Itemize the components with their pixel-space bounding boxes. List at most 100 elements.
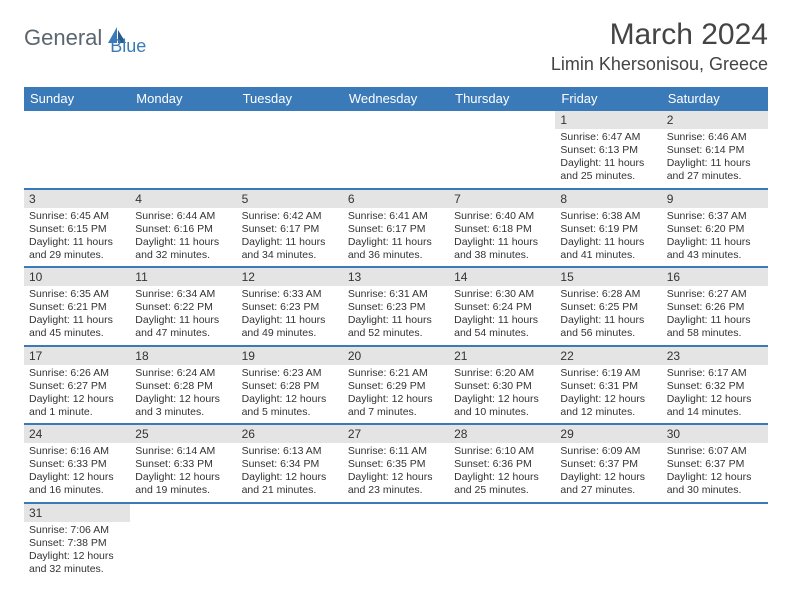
sunrise-text: Sunrise: 6:42 AM bbox=[242, 210, 338, 223]
calendar-cell bbox=[343, 111, 449, 189]
day-header: Tuesday bbox=[237, 87, 343, 111]
sunset-text: Sunset: 6:37 PM bbox=[667, 458, 763, 471]
sunset-text: Sunset: 6:27 PM bbox=[29, 380, 125, 393]
day-number: 14 bbox=[449, 268, 555, 286]
sunset-text: Sunset: 6:32 PM bbox=[667, 380, 763, 393]
calendar-cell bbox=[237, 503, 343, 581]
day-number: 16 bbox=[662, 268, 768, 286]
sunset-text: Sunset: 6:37 PM bbox=[560, 458, 656, 471]
calendar-row: 1Sunrise: 6:47 AMSunset: 6:13 PMDaylight… bbox=[24, 111, 768, 189]
calendar-table: Sunday Monday Tuesday Wednesday Thursday… bbox=[24, 87, 768, 580]
sunset-text: Sunset: 6:31 PM bbox=[560, 380, 656, 393]
daylight-text: Daylight: 12 hours and 12 minutes. bbox=[560, 393, 656, 419]
day-details: Sunrise: 6:34 AMSunset: 6:22 PMDaylight:… bbox=[130, 286, 236, 345]
day-details: Sunrise: 7:06 AMSunset: 7:38 PMDaylight:… bbox=[24, 522, 130, 581]
calendar-cell: 20Sunrise: 6:21 AMSunset: 6:29 PMDayligh… bbox=[343, 346, 449, 425]
sunrise-text: Sunrise: 6:27 AM bbox=[667, 288, 763, 301]
sunrise-text: Sunrise: 6:44 AM bbox=[135, 210, 231, 223]
calendar-cell: 1Sunrise: 6:47 AMSunset: 6:13 PMDaylight… bbox=[555, 111, 661, 189]
day-details: Sunrise: 6:13 AMSunset: 6:34 PMDaylight:… bbox=[237, 443, 343, 502]
sunset-text: Sunset: 6:22 PM bbox=[135, 301, 231, 314]
calendar-cell: 27Sunrise: 6:11 AMSunset: 6:35 PMDayligh… bbox=[343, 424, 449, 503]
sunset-text: Sunset: 6:23 PM bbox=[348, 301, 444, 314]
sunrise-text: Sunrise: 6:19 AM bbox=[560, 367, 656, 380]
daylight-text: Daylight: 12 hours and 7 minutes. bbox=[348, 393, 444, 419]
day-details: Sunrise: 6:24 AMSunset: 6:28 PMDaylight:… bbox=[130, 365, 236, 424]
daylight-text: Daylight: 11 hours and 32 minutes. bbox=[135, 236, 231, 262]
sunrise-text: Sunrise: 6:07 AM bbox=[667, 445, 763, 458]
daylight-text: Daylight: 12 hours and 5 minutes. bbox=[242, 393, 338, 419]
calendar-cell: 22Sunrise: 6:19 AMSunset: 6:31 PMDayligh… bbox=[555, 346, 661, 425]
sunset-text: Sunset: 6:35 PM bbox=[348, 458, 444, 471]
sunset-text: Sunset: 6:21 PM bbox=[29, 301, 125, 314]
sunrise-text: Sunrise: 6:46 AM bbox=[667, 131, 763, 144]
day-details: Sunrise: 6:23 AMSunset: 6:28 PMDaylight:… bbox=[237, 365, 343, 424]
daylight-text: Daylight: 12 hours and 1 minute. bbox=[29, 393, 125, 419]
day-header: Wednesday bbox=[343, 87, 449, 111]
daylight-text: Daylight: 12 hours and 23 minutes. bbox=[348, 471, 444, 497]
daylight-text: Daylight: 12 hours and 21 minutes. bbox=[242, 471, 338, 497]
logo-text-general: General bbox=[24, 25, 102, 51]
sunrise-text: Sunrise: 6:30 AM bbox=[454, 288, 550, 301]
day-details: Sunrise: 6:17 AMSunset: 6:32 PMDaylight:… bbox=[662, 365, 768, 424]
day-number: 19 bbox=[237, 347, 343, 365]
day-details: Sunrise: 6:11 AMSunset: 6:35 PMDaylight:… bbox=[343, 443, 449, 502]
day-number: 18 bbox=[130, 347, 236, 365]
calendar-cell: 26Sunrise: 6:13 AMSunset: 6:34 PMDayligh… bbox=[237, 424, 343, 503]
calendar-cell: 28Sunrise: 6:10 AMSunset: 6:36 PMDayligh… bbox=[449, 424, 555, 503]
daylight-text: Daylight: 11 hours and 34 minutes. bbox=[242, 236, 338, 262]
calendar-cell: 6Sunrise: 6:41 AMSunset: 6:17 PMDaylight… bbox=[343, 189, 449, 268]
daylight-text: Daylight: 11 hours and 27 minutes. bbox=[667, 157, 763, 183]
daylight-text: Daylight: 11 hours and 29 minutes. bbox=[29, 236, 125, 262]
day-details: Sunrise: 6:35 AMSunset: 6:21 PMDaylight:… bbox=[24, 286, 130, 345]
day-details: Sunrise: 6:07 AMSunset: 6:37 PMDaylight:… bbox=[662, 443, 768, 502]
day-number: 5 bbox=[237, 190, 343, 208]
sunset-text: Sunset: 6:34 PM bbox=[242, 458, 338, 471]
sunset-text: Sunset: 6:33 PM bbox=[135, 458, 231, 471]
calendar-cell: 21Sunrise: 6:20 AMSunset: 6:30 PMDayligh… bbox=[449, 346, 555, 425]
day-details: Sunrise: 6:16 AMSunset: 6:33 PMDaylight:… bbox=[24, 443, 130, 502]
sunset-text: Sunset: 6:29 PM bbox=[348, 380, 444, 393]
sunset-text: Sunset: 6:24 PM bbox=[454, 301, 550, 314]
day-number: 8 bbox=[555, 190, 661, 208]
calendar-cell bbox=[449, 111, 555, 189]
daylight-text: Daylight: 12 hours and 16 minutes. bbox=[29, 471, 125, 497]
day-number: 15 bbox=[555, 268, 661, 286]
day-number: 2 bbox=[662, 111, 768, 129]
day-details: Sunrise: 6:31 AMSunset: 6:23 PMDaylight:… bbox=[343, 286, 449, 345]
day-number: 11 bbox=[130, 268, 236, 286]
calendar-cell: 15 Sunrise: 6:28 AMSunset: 6:25 PMDayligh… bbox=[555, 267, 661, 346]
calendar-cell: 12Sunrise: 6:33 AMSunset: 6:23 PMDayligh… bbox=[237, 267, 343, 346]
daylight-text: Daylight: 11 hours and 56 minutes. bbox=[560, 314, 656, 340]
sunset-text: Sunset: 6:20 PM bbox=[667, 223, 763, 236]
day-details: Sunrise: 6:09 AMSunset: 6:37 PMDaylight:… bbox=[555, 443, 661, 502]
sunrise-text: Sunrise: 6:40 AM bbox=[454, 210, 550, 223]
daylight-text: Daylight: 11 hours and 58 minutes. bbox=[667, 314, 763, 340]
sunrise-text: Sunrise: 6:28 AM bbox=[560, 288, 656, 301]
sunset-text: Sunset: 6:18 PM bbox=[454, 223, 550, 236]
header: General Blue March 2024 Limin Khersoniso… bbox=[24, 18, 768, 75]
daylight-text: Daylight: 12 hours and 25 minutes. bbox=[454, 471, 550, 497]
day-number: 24 bbox=[24, 425, 130, 443]
sunset-text: Sunset: 6:28 PM bbox=[135, 380, 231, 393]
daylight-text: Daylight: 11 hours and 45 minutes. bbox=[29, 314, 125, 340]
day-number: 13 bbox=[343, 268, 449, 286]
sunrise-text: Sunrise: 6:11 AM bbox=[348, 445, 444, 458]
calendar-cell bbox=[130, 503, 236, 581]
day-number: 28 bbox=[449, 425, 555, 443]
day-number: 21 bbox=[449, 347, 555, 365]
daylight-text: Daylight: 12 hours and 3 minutes. bbox=[135, 393, 231, 419]
sunrise-text: Sunrise: 6:21 AM bbox=[348, 367, 444, 380]
sunset-text: Sunset: 6:13 PM bbox=[560, 144, 656, 157]
sunset-text: Sunset: 6:17 PM bbox=[348, 223, 444, 236]
sunset-text: Sunset: 6:25 PM bbox=[560, 301, 656, 314]
calendar-cell bbox=[662, 503, 768, 581]
sunset-text: Sunset: 6:30 PM bbox=[454, 380, 550, 393]
sunrise-text: Sunrise: 6:16 AM bbox=[29, 445, 125, 458]
day-number: 26 bbox=[237, 425, 343, 443]
sunset-text: Sunset: 6:36 PM bbox=[454, 458, 550, 471]
daylight-text: Daylight: 12 hours and 32 minutes. bbox=[29, 550, 125, 576]
day-number: 6 bbox=[343, 190, 449, 208]
calendar-cell: 8Sunrise: 6:38 AMSunset: 6:19 PMDaylight… bbox=[555, 189, 661, 268]
location: Limin Khersonisou, Greece bbox=[551, 54, 768, 75]
